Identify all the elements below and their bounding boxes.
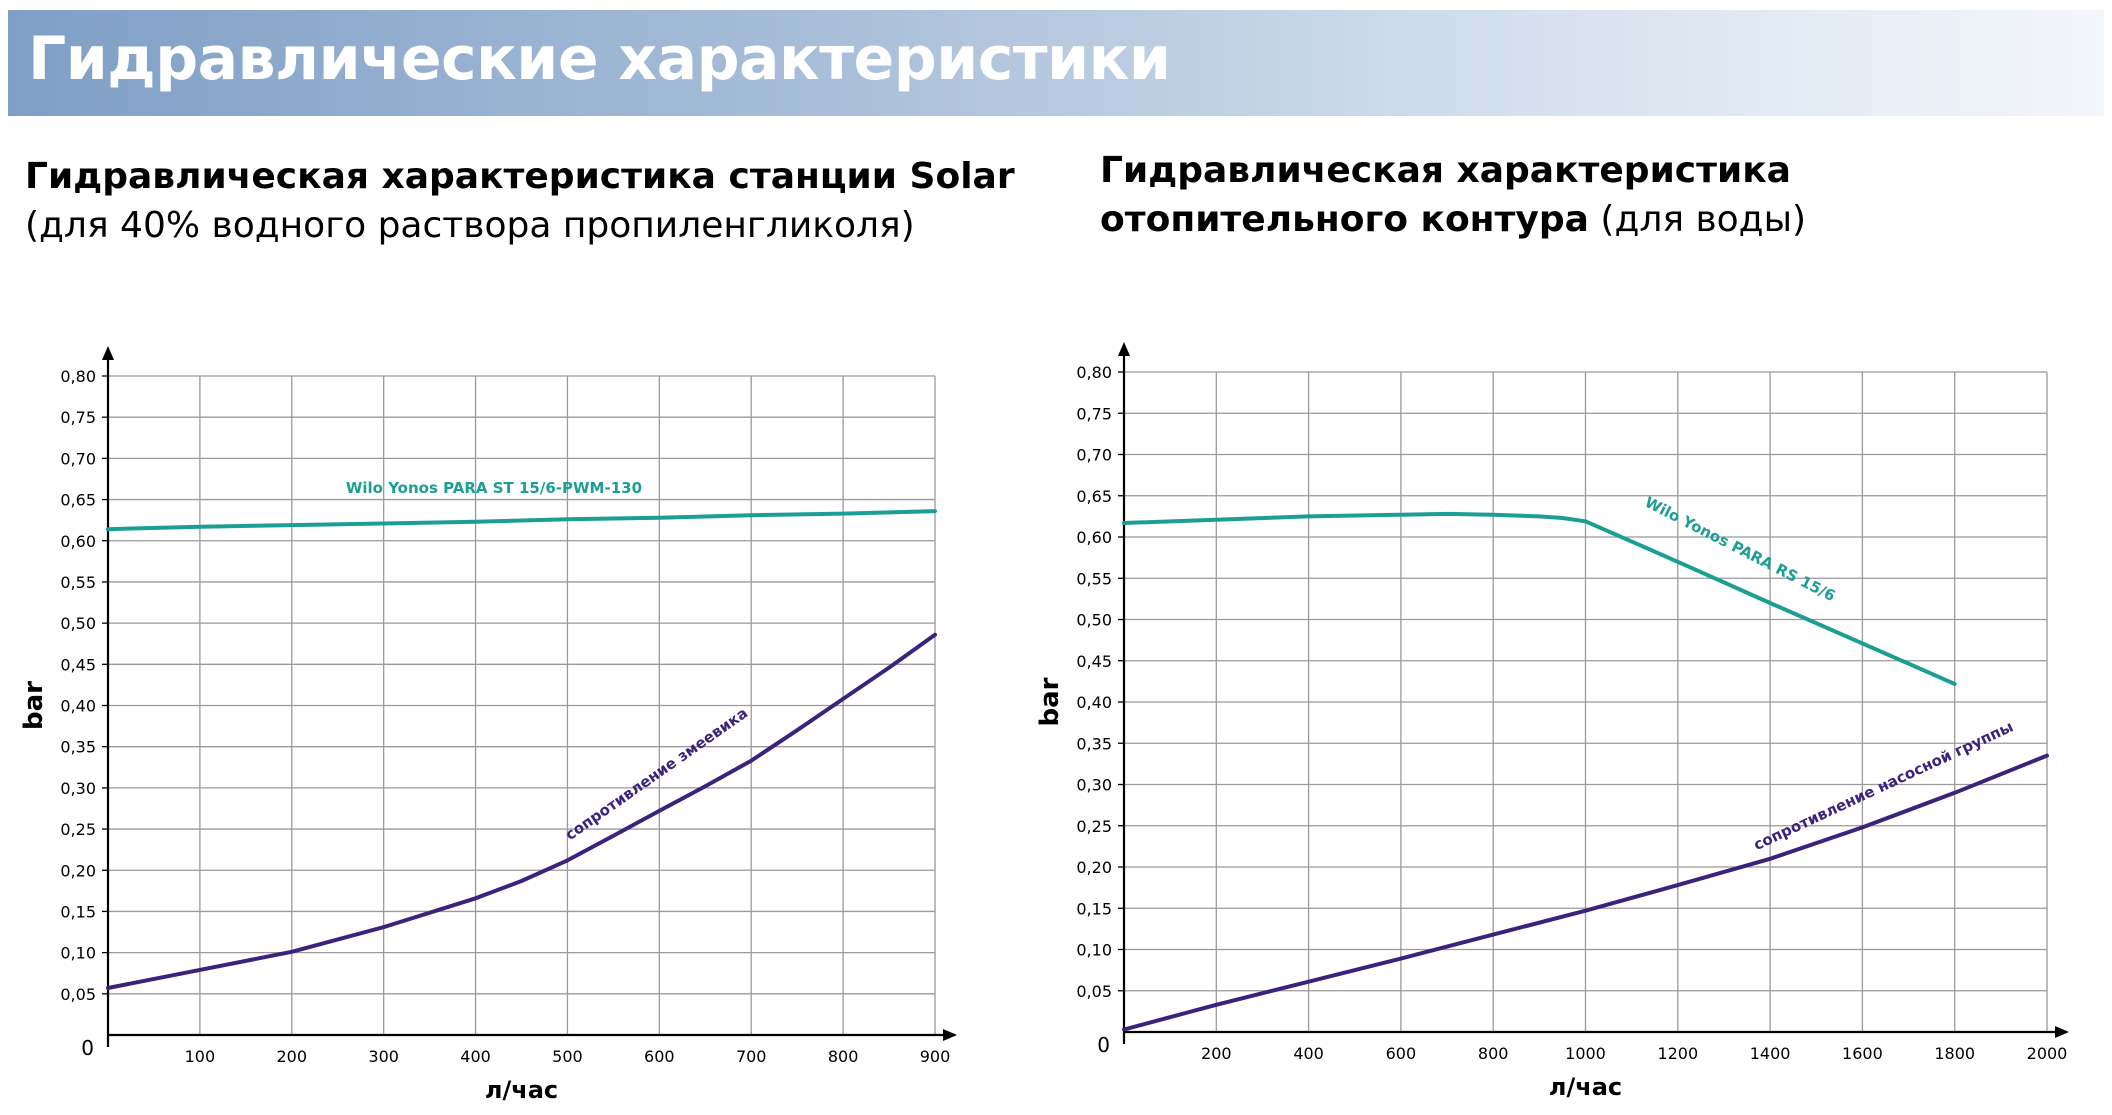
y-tick-label: 0,55 — [1076, 569, 1112, 588]
y-tick-label: 0,35 — [60, 738, 96, 757]
y-tick-label: 0,15 — [60, 902, 96, 921]
x-tick-label: 1200 — [1657, 1044, 1698, 1063]
y-tick-label: 0,45 — [1076, 652, 1112, 671]
x-axis-label: л/час — [485, 1076, 558, 1104]
right-chart-heading-note: (для воды) — [1588, 199, 1807, 240]
x-tick-label: 800 — [1478, 1044, 1509, 1063]
x-tick-label: 100 — [185, 1047, 216, 1066]
y-tick-label: 0,30 — [60, 779, 96, 798]
y-tick-label: 0,50 — [60, 614, 96, 633]
x-tick-label: 400 — [1293, 1044, 1324, 1063]
y-tick-label: 0,10 — [60, 944, 96, 963]
y-tick-label: 0,70 — [1076, 446, 1112, 465]
x-tick-label: 600 — [1386, 1044, 1417, 1063]
x-axis-arrow-icon — [943, 1029, 957, 1041]
y-tick-label: 0,30 — [1076, 776, 1112, 795]
x-tick-label: 300 — [368, 1047, 399, 1066]
left-chart-heading-bold: Гидравлическая характеристика станции So… — [25, 156, 1015, 197]
origin-label: 0 — [81, 1036, 94, 1060]
series-line — [106, 632, 937, 990]
series-label: Wilo Yonos PARA ST 15/6-PWM-130 — [346, 479, 642, 497]
x-tick-label: 2000 — [2027, 1044, 2068, 1063]
x-tick-label: 1400 — [1750, 1044, 1791, 1063]
right-chart-heading: Гидравлическая характеристика отопительн… — [1100, 146, 1806, 244]
x-tick-label: 700 — [736, 1047, 767, 1066]
y-tick-label: 0,35 — [1076, 734, 1112, 753]
series-line — [1122, 753, 2049, 1032]
x-tick-label: 800 — [828, 1047, 859, 1066]
series-label: сопротивление змеевика — [562, 704, 751, 844]
page-title: Гидравлические характеристики — [28, 24, 1171, 94]
y-axis-arrow-icon — [1118, 342, 1130, 356]
y-tick-label: 0,60 — [1076, 528, 1112, 547]
left-chart-heading-note: (для 40% водного раствора пропиленгликол… — [25, 205, 915, 246]
y-tick-label: 0,15 — [1076, 899, 1112, 918]
y-axis-arrow-icon — [102, 346, 114, 360]
y-tick-label: 0,60 — [60, 532, 96, 551]
left-chart-heading: Гидравлическая характеристика станции So… — [25, 152, 1015, 250]
x-tick-label: 200 — [277, 1047, 308, 1066]
y-tick-label: 0,80 — [60, 367, 96, 386]
y-tick-label: 0,10 — [1076, 941, 1112, 960]
y-tick-label: 0,45 — [60, 655, 96, 674]
x-tick-label: 1800 — [1934, 1044, 1975, 1063]
x-tick-label: 1000 — [1565, 1044, 1606, 1063]
y-tick-label: 0,50 — [1076, 611, 1112, 630]
title-banner: Гидравлические характеристики — [8, 10, 2104, 116]
series-line — [1122, 511, 1957, 686]
series-line — [106, 509, 937, 532]
x-tick-label: 900 — [920, 1047, 951, 1066]
y-tick-label: 0,05 — [1076, 982, 1112, 1001]
x-tick-label: 600 — [644, 1047, 675, 1066]
y-tick-label: 0,05 — [60, 985, 96, 1004]
y-axis-label: bar — [19, 681, 49, 730]
y-tick-label: 0,65 — [60, 491, 96, 510]
right-chart: 0,05 0,10 0,15 0,20 0,25 0,30 0,35 0,40 0,45 0,50… — [1035, 342, 2069, 1101]
y-tick-label: 0,80 — [1076, 363, 1112, 382]
y-tick-label: 0,40 — [1076, 693, 1112, 712]
y-tick-label: 0,75 — [1076, 404, 1112, 423]
right-chart-heading-line1: Гидравлическая характеристика — [1100, 150, 1791, 191]
x-axis-arrow-icon — [2055, 1026, 2069, 1038]
y-tick-label: 0,25 — [1076, 817, 1112, 836]
left-chart: 0,05 0,10 0,15 0,20 0,25 0,30 0,35 0,40 0,45 0,50… — [19, 346, 957, 1104]
y-axis-label: bar — [1035, 677, 1065, 726]
y-tick-label: 0,20 — [60, 861, 96, 880]
right-chart-heading-line2: отопительного контура — [1100, 199, 1589, 240]
y-tick-label: 0,20 — [1076, 858, 1112, 877]
x-tick-label: 200 — [1201, 1044, 1232, 1063]
y-tick-label: 0,40 — [60, 697, 96, 716]
x-axis-label: л/час — [1549, 1073, 1622, 1101]
y-tick-label: 0,65 — [1076, 487, 1112, 506]
y-tick-label: 0,25 — [60, 820, 96, 839]
origin-label: 0 — [1097, 1033, 1110, 1057]
x-tick-label: 500 — [552, 1047, 583, 1066]
x-tick-label: 1600 — [1842, 1044, 1883, 1063]
x-tick-label: 400 — [460, 1047, 491, 1066]
y-tick-label: 0,55 — [60, 573, 96, 592]
y-tick-label: 0,75 — [60, 408, 96, 427]
y-tick-label: 0,70 — [60, 449, 96, 468]
